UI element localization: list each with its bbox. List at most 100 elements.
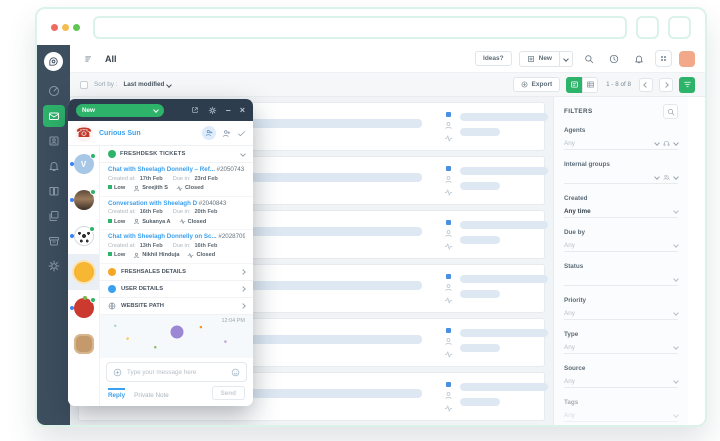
filter-agents-dropdown[interactable]: Any <box>564 137 679 150</box>
priority-low-icon <box>108 252 112 256</box>
private-note-tab[interactable]: Private Note <box>134 391 169 399</box>
ideas-button[interactable]: Ideas? <box>475 51 512 66</box>
rail-contact-v[interactable]: V <box>68 146 99 182</box>
sidebar-item-settings[interactable] <box>43 255 65 277</box>
sidebar-item-archive[interactable] <box>43 230 65 252</box>
filter-due-by-dropdown[interactable]: Any <box>564 239 679 252</box>
ticket-title[interactable]: Conversation with Sheelagh D <box>108 199 198 207</box>
add-participant-icon[interactable] <box>222 129 231 138</box>
filter-group-type: Type Any <box>564 331 679 354</box>
contact-name[interactable]: Curious Sun <box>99 129 141 137</box>
sidebar-item-solutions[interactable] <box>43 180 65 202</box>
skeleton-bar <box>460 221 548 229</box>
sidebar-item-dashboard[interactable] <box>43 80 65 102</box>
emoji-icon[interactable] <box>231 368 240 377</box>
attach-plus-icon[interactable] <box>113 368 122 377</box>
minimize-icon[interactable]: – <box>225 104 231 115</box>
close-icon[interactable]: × <box>239 104 245 115</box>
ticket-meta <box>443 326 548 359</box>
priority-low-icon <box>108 185 112 189</box>
chevron-down-icon <box>153 107 159 113</box>
close-window-icon[interactable] <box>51 23 58 31</box>
minimize-window-icon[interactable] <box>62 23 69 31</box>
maximize-window-icon[interactable] <box>73 23 80 31</box>
freshworks-logo-icon[interactable] <box>44 52 63 71</box>
filter-created-dropdown[interactable]: Any time <box>564 205 679 218</box>
contact-rail: V <box>68 146 100 406</box>
new-button[interactable]: New <box>518 50 560 67</box>
app-sidebar <box>37 45 70 425</box>
status-badge: Closed <box>187 252 215 259</box>
filters-toggle-button[interactable] <box>679 76 695 93</box>
skeleton-bar <box>92 227 422 236</box>
sort-dropdown[interactable]: Last modified <box>123 81 173 88</box>
widget-ticket[interactable]: Chat with Sheelagh Donnelly on Sc... #20… <box>100 230 253 264</box>
widget-ticket[interactable]: Conversation with Sheelagh D #2040843 Cr… <box>100 197 253 230</box>
recent-activity-icon[interactable] <box>605 54 623 64</box>
skeleton-bar <box>460 167 548 175</box>
online-dot <box>88 226 95 232</box>
chevron-down-icon <box>166 81 173 88</box>
ticket-title[interactable]: Chat with Sheelagh Donnelly – Ref... <box>108 166 215 173</box>
address-bar[interactable] <box>93 15 627 39</box>
activity-icon <box>444 297 452 304</box>
popout-icon[interactable] <box>191 106 199 114</box>
prev-page-button[interactable] <box>639 77 653 92</box>
list-menu-icon[interactable] <box>80 54 98 64</box>
ticket-meta <box>443 110 548 143</box>
sidebar-item-forums[interactable] <box>43 205 65 227</box>
user-details-section[interactable]: USER DETAILS <box>100 281 253 298</box>
filter-group-source: Source Any <box>564 365 679 388</box>
message-input[interactable] <box>127 368 226 376</box>
reply-tab[interactable]: Reply <box>108 387 126 399</box>
table-view-toggle[interactable] <box>582 76 599 93</box>
freshsales-details-section[interactable]: FRESHSALES DETAILS <box>100 264 253 281</box>
notifications-bell-icon[interactable] <box>630 54 648 64</box>
filter-type-dropdown[interactable]: Any <box>564 341 679 354</box>
ticket-title[interactable]: Chat with Sheelagh Donnelly on Sc... <box>108 233 217 240</box>
browser-action-button[interactable] <box>636 15 659 39</box>
gear-icon[interactable] <box>208 106 217 115</box>
next-page-button[interactable] <box>659 77 673 92</box>
sidebar-item-tickets[interactable] <box>42 105 65 127</box>
skeleton-bar <box>460 113 548 121</box>
filter-internal-groups-dropdown[interactable] <box>564 171 679 184</box>
new-dropdown-button[interactable] <box>560 50 573 67</box>
sidebar-item-contacts[interactable] <box>43 130 65 152</box>
card-view-toggle[interactable] <box>566 76 583 93</box>
freshdesk-tickets-section[interactable]: FRESHDESK TICKETS <box>100 146 253 163</box>
conversation-status-dropdown[interactable]: New <box>76 103 164 117</box>
avatar-apple <box>73 296 96 318</box>
rail-contact-toast[interactable] <box>68 326 99 362</box>
browser-menu-button[interactable] <box>668 15 691 39</box>
website-path-section[interactable]: WEBSITE PATH <box>100 298 253 315</box>
filter-source-dropdown[interactable]: Any <box>564 375 679 388</box>
send-button[interactable]: Send <box>211 386 245 400</box>
rail-contact-photo[interactable] <box>68 182 99 218</box>
search-icon <box>667 108 674 115</box>
activity-icon <box>188 252 194 258</box>
search-icon[interactable] <box>580 54 598 64</box>
filter-status-dropdown[interactable] <box>564 273 679 286</box>
rail-contact-sun-selected[interactable] <box>68 254 99 290</box>
user-avatar[interactable] <box>679 50 695 67</box>
skeleton-bar <box>460 383 548 391</box>
select-all-checkbox[interactable] <box>80 80 88 89</box>
app-switcher-icon[interactable] <box>655 50 672 67</box>
filter-tags-dropdown[interactable]: Any <box>564 409 679 422</box>
priority-dot <box>445 220 451 225</box>
new-ticket-split-button: New <box>518 50 573 67</box>
rail-contact-apple[interactable] <box>68 290 99 326</box>
filter-priority-dropdown[interactable]: Any <box>564 307 679 320</box>
export-button[interactable]: Export <box>512 77 561 92</box>
skeleton-bar <box>460 329 548 337</box>
resolve-check-icon[interactable] <box>237 129 246 138</box>
assign-agent-icon[interactable] <box>202 126 216 140</box>
sidebar-item-channels[interactable] <box>43 155 65 177</box>
agent-badge: Nikhil Hinduja <box>133 252 179 259</box>
widget-ticket[interactable]: Chat with Sheelagh Donnelly – Ref... #20… <box>100 163 253 197</box>
chat-widget: New – × ☎ Curious Sun <box>68 99 253 406</box>
rail-contact-ball[interactable] <box>68 218 99 254</box>
sort-by-label: Sort by : <box>94 81 118 88</box>
filter-search-button[interactable] <box>663 104 678 119</box>
